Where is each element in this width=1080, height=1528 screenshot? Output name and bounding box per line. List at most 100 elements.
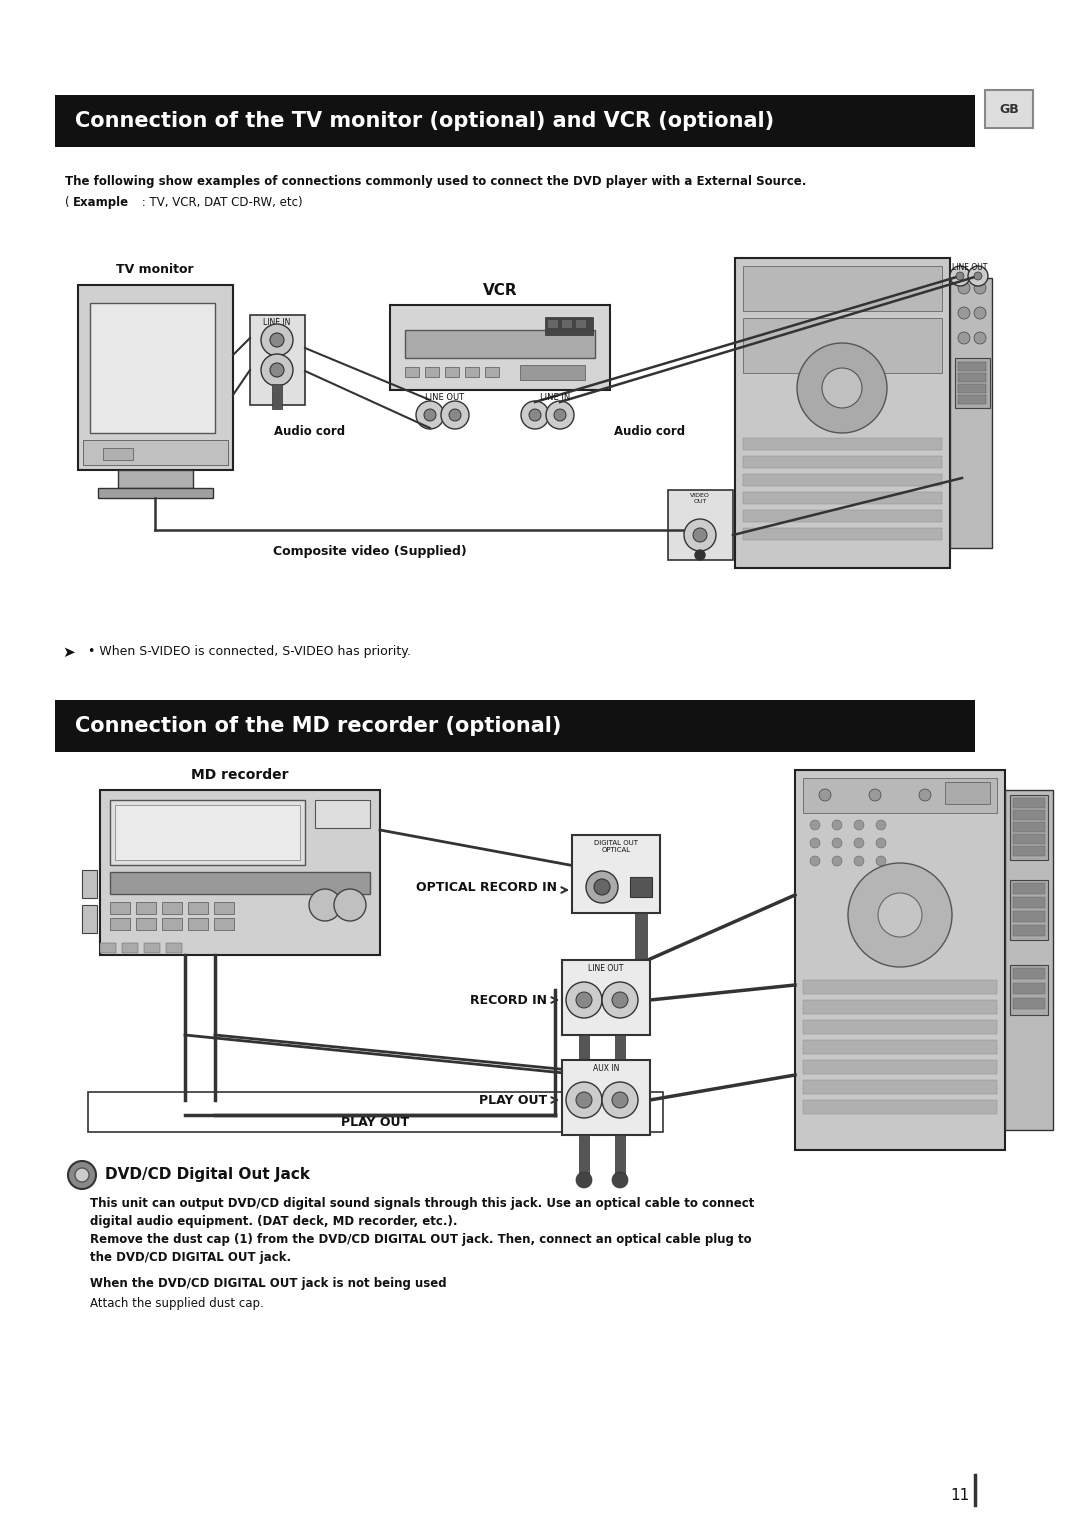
- Circle shape: [974, 272, 982, 280]
- Circle shape: [974, 283, 986, 293]
- Circle shape: [693, 529, 707, 542]
- Bar: [519, 365, 585, 380]
- Text: DVD/CD Digital Out Jack: DVD/CD Digital Out Jack: [105, 1167, 310, 1183]
- Circle shape: [576, 1093, 592, 1108]
- Bar: [735, 258, 950, 568]
- Text: Connection of the TV monitor (optional) and VCR (optional): Connection of the TV monitor (optional) …: [75, 112, 774, 131]
- Bar: [743, 492, 942, 504]
- Bar: [1013, 822, 1045, 833]
- Circle shape: [416, 400, 444, 429]
- Text: ➤: ➤: [62, 645, 75, 660]
- Circle shape: [261, 324, 293, 356]
- Bar: [804, 1060, 997, 1074]
- Text: (: (: [65, 196, 69, 209]
- Circle shape: [612, 992, 627, 1008]
- Bar: [572, 834, 660, 914]
- Circle shape: [854, 821, 864, 830]
- Bar: [1013, 911, 1045, 921]
- Bar: [1005, 790, 1053, 1131]
- Bar: [1013, 998, 1045, 1008]
- Bar: [804, 1100, 997, 1114]
- Circle shape: [546, 400, 573, 429]
- Bar: [804, 778, 997, 813]
- Text: digital audio equipment. (DAT deck, MD recorder, etc.).: digital audio equipment. (DAT deck, MD r…: [90, 1215, 458, 1229]
- Circle shape: [878, 892, 922, 937]
- Circle shape: [876, 837, 886, 848]
- Circle shape: [334, 889, 366, 921]
- Bar: [82, 905, 97, 934]
- Circle shape: [261, 354, 293, 387]
- Text: the DVD/CD DIGITAL OUT jack.: the DVD/CD DIGITAL OUT jack.: [90, 1251, 292, 1264]
- Text: 11: 11: [950, 1488, 970, 1504]
- Bar: [445, 367, 459, 377]
- Circle shape: [810, 856, 820, 866]
- Bar: [669, 490, 733, 559]
- Bar: [55, 700, 975, 752]
- Circle shape: [270, 364, 284, 377]
- Bar: [405, 367, 419, 377]
- Text: OPTICAL RECORD IN: OPTICAL RECORD IN: [416, 880, 557, 894]
- Circle shape: [832, 821, 842, 830]
- Bar: [1013, 847, 1045, 856]
- Circle shape: [576, 1172, 592, 1187]
- Bar: [110, 902, 130, 914]
- Text: • When S-VIDEO is connected, S-VIDEO has priority.: • When S-VIDEO is connected, S-VIDEO has…: [87, 645, 410, 659]
- Bar: [945, 782, 990, 804]
- Bar: [804, 1080, 997, 1094]
- Bar: [188, 902, 208, 914]
- Text: This unit can output DVD/CD digital sound signals through this jack. Use an opti: This unit can output DVD/CD digital soun…: [90, 1196, 754, 1210]
- Bar: [1013, 969, 1045, 979]
- Text: PLAY OUT: PLAY OUT: [478, 1094, 546, 1106]
- Bar: [98, 487, 213, 498]
- Circle shape: [594, 879, 610, 895]
- Bar: [1013, 897, 1045, 908]
- Bar: [804, 979, 997, 995]
- Circle shape: [696, 550, 705, 559]
- Circle shape: [958, 332, 970, 344]
- Text: Example: Example: [73, 196, 130, 209]
- Bar: [579, 1135, 589, 1180]
- Bar: [315, 801, 370, 828]
- Text: VIDEO
OUT: VIDEO OUT: [690, 494, 710, 504]
- Bar: [1010, 966, 1048, 1015]
- Bar: [100, 943, 116, 953]
- Circle shape: [602, 983, 638, 1018]
- Bar: [562, 319, 572, 329]
- Bar: [144, 943, 160, 953]
- Bar: [958, 396, 986, 403]
- Bar: [985, 90, 1032, 128]
- Circle shape: [566, 983, 602, 1018]
- Bar: [166, 943, 183, 953]
- Bar: [576, 319, 586, 329]
- Bar: [272, 354, 282, 379]
- Bar: [635, 914, 647, 963]
- Bar: [90, 303, 215, 432]
- Bar: [743, 439, 942, 451]
- Text: LINE IN: LINE IN: [264, 318, 291, 327]
- Circle shape: [832, 856, 842, 866]
- Bar: [214, 902, 234, 914]
- Text: When the DVD/CD DIGITAL OUT jack is not being used: When the DVD/CD DIGITAL OUT jack is not …: [90, 1277, 447, 1290]
- Bar: [743, 510, 942, 523]
- Bar: [390, 306, 610, 390]
- Text: Composite video (Supplied): Composite video (Supplied): [273, 545, 467, 558]
- Text: The following show examples of connections commonly used to connect the DVD play: The following show examples of connectio…: [65, 176, 807, 188]
- Bar: [122, 943, 138, 953]
- Bar: [214, 918, 234, 931]
- Text: VCR: VCR: [483, 283, 517, 298]
- Bar: [1013, 834, 1045, 843]
- Bar: [136, 902, 156, 914]
- Bar: [114, 805, 300, 860]
- Circle shape: [612, 1093, 627, 1108]
- Bar: [579, 1034, 589, 1080]
- Bar: [465, 367, 480, 377]
- Bar: [743, 266, 942, 312]
- Circle shape: [309, 889, 341, 921]
- Bar: [743, 318, 942, 373]
- Bar: [1013, 810, 1045, 821]
- Text: Audio cord: Audio cord: [615, 425, 686, 439]
- Text: LINE OUT: LINE OUT: [589, 964, 623, 973]
- Text: Audio cord: Audio cord: [274, 425, 346, 439]
- Circle shape: [554, 410, 566, 422]
- Circle shape: [810, 837, 820, 848]
